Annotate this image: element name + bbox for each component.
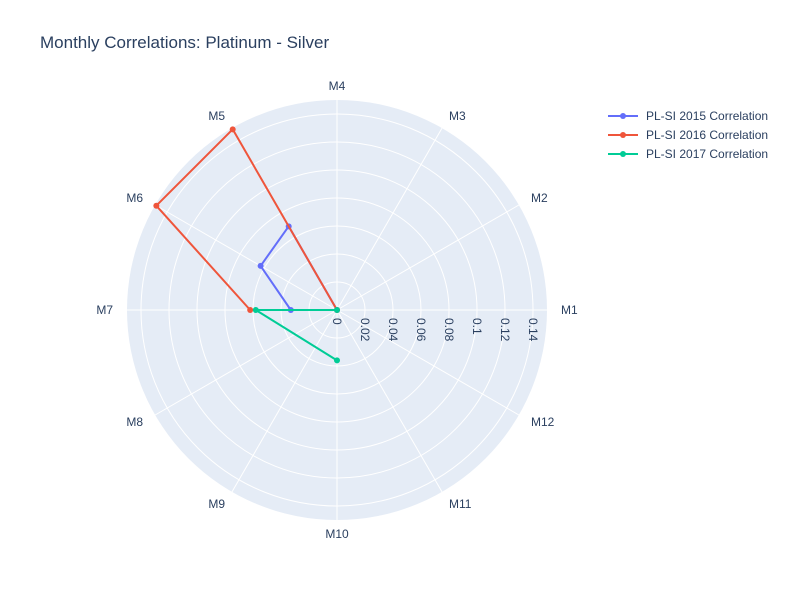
angular-tick-label: M4 <box>329 79 346 93</box>
series-layer <box>153 126 340 364</box>
label-layer: M1 M2 M3 M4 M5 M6 M7 M8 M9 M10 M11 M12 0 0.02 0.04 0.06… <box>96 79 578 541</box>
data-point <box>252 307 259 313</box>
angular-tick-label: M12 <box>531 415 555 429</box>
angular-gridline <box>336 309 443 493</box>
legend-item[interactable]: PL-SI 2016 Correlation <box>606 125 768 144</box>
radial-tick-label: 0.04 <box>386 318 400 342</box>
data-point <box>334 357 340 364</box>
data-point <box>257 262 264 269</box>
data-point <box>229 126 236 133</box>
data-point <box>334 307 340 313</box>
radial-tick-label: 0.12 <box>498 318 512 342</box>
angular-tick-label: M11 <box>449 497 472 511</box>
angular-gridline <box>336 309 520 416</box>
radial-tick-label: 0.02 <box>358 318 372 342</box>
radial-tick-label: 0 <box>330 318 344 325</box>
angular-gridline <box>154 309 338 416</box>
series-3 <box>252 307 340 364</box>
data-point <box>247 307 254 313</box>
series-line <box>155 128 338 311</box>
angular-tick-label: M10 <box>325 527 349 541</box>
angular-tick-label: M9 <box>208 497 225 511</box>
angular-tick-label: M6 <box>126 191 143 205</box>
legend-swatch <box>608 131 638 138</box>
angular-gridline <box>336 127 443 311</box>
legend: PL-SI 2015 Correlation PL-SI 2016 Correla… <box>606 106 768 163</box>
angular-gridline <box>336 204 520 311</box>
legend-label: PL-SI 2017 Correlation <box>646 146 769 161</box>
angular-tick-label: M2 <box>531 191 548 205</box>
legend-item[interactable]: PL-SI 2015 Correlation <box>606 106 768 125</box>
data-point <box>153 202 160 209</box>
angular-tick-label: M7 <box>96 303 113 317</box>
legend-label: PL-SI 2015 Correlation <box>646 108 769 123</box>
legend-label: PL-SI 2016 Correlation <box>646 127 769 142</box>
radial-tick-label: 0.08 <box>442 318 456 342</box>
angular-gridline <box>154 204 338 311</box>
angular-gridline <box>231 309 338 493</box>
angular-tick-label: M5 <box>208 109 225 123</box>
chart-title: Monthly Correlations: Platinum - Silver <box>40 33 330 52</box>
legend-swatch <box>608 150 638 157</box>
radial-tick-label: 0.06 <box>414 318 428 342</box>
radial-tick-label: 0.14 <box>526 318 540 342</box>
angular-tick-label: M8 <box>126 415 143 429</box>
legend-swatch <box>608 112 638 119</box>
legend-item[interactable]: PL-SI 2017 Correlation <box>606 144 768 163</box>
angular-tick-label: M3 <box>449 109 466 123</box>
radial-tick-label: 0.1 <box>470 318 484 335</box>
angular-tick-label: M1 <box>561 303 578 317</box>
